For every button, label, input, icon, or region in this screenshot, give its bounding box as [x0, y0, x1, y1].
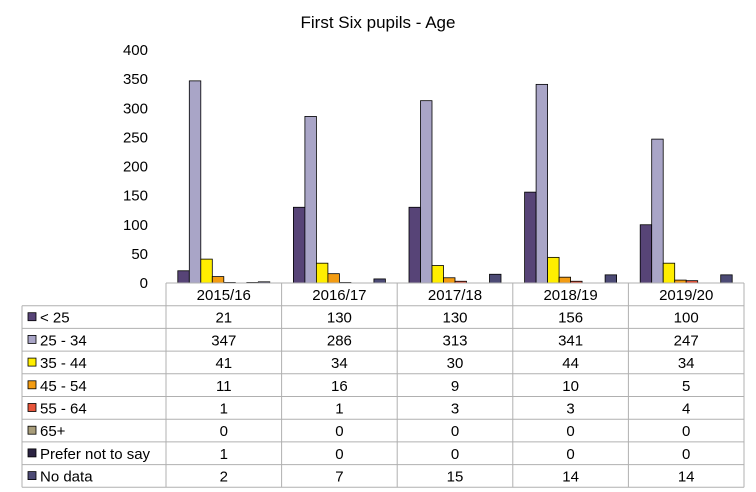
data-label: 0 — [682, 423, 690, 440]
y-tick-label: 150 — [123, 188, 148, 205]
bar — [177, 270, 190, 284]
y-tick-label: 400 — [123, 42, 148, 59]
data-label: 10 — [562, 378, 579, 395]
data-label: 1 — [220, 401, 228, 418]
bar — [304, 116, 317, 284]
bar — [662, 262, 676, 284]
bar — [535, 83, 548, 284]
y-tick-label: 200 — [123, 159, 148, 176]
data-label: 1 — [220, 446, 228, 463]
x-tick-label: 2018/19 — [543, 287, 597, 304]
bar — [200, 258, 213, 284]
data-label: 0 — [220, 423, 228, 440]
data-label: 0 — [566, 446, 574, 463]
data-label: 247 — [674, 332, 699, 349]
y-axis: 0 50 100 150 200 250 300 350 400 — [123, 42, 148, 292]
y-tick-label: 50 — [131, 246, 148, 263]
legend-label: 35 - 44 — [40, 355, 87, 372]
legend-swatch — [27, 312, 37, 322]
bar — [188, 80, 202, 284]
legend-swatch — [27, 425, 37, 435]
data-label: 11 — [216, 378, 232, 395]
bar — [524, 191, 537, 284]
chart-title: First Six pupils - Age — [301, 13, 456, 32]
legend-label: 45 - 54 — [40, 378, 87, 395]
y-tick-label: 350 — [123, 71, 148, 88]
bar — [547, 256, 560, 284]
bar — [431, 265, 444, 284]
data-label: 7 — [335, 469, 343, 486]
data-label: 0 — [682, 446, 690, 463]
bar — [315, 262, 329, 284]
data-label: 4 — [682, 401, 690, 418]
data-label: 41 — [215, 355, 232, 372]
legend-swatch — [27, 448, 37, 458]
data-label: 347 — [211, 332, 236, 349]
data-label: 15 — [447, 469, 464, 486]
data-label: 0 — [451, 446, 459, 463]
data-label: 44 — [562, 355, 579, 372]
bar — [639, 224, 653, 284]
data-label: 341 — [558, 332, 583, 349]
bar — [720, 274, 733, 284]
data-label: 0 — [451, 423, 459, 440]
legend-label: 55 - 64 — [40, 401, 87, 418]
data-label: 16 — [331, 378, 348, 395]
bar — [327, 273, 340, 284]
data-label: 286 — [327, 332, 352, 349]
legend-swatch — [27, 403, 37, 412]
legend-label: No data — [40, 469, 93, 486]
bar — [373, 278, 386, 284]
x-tick-label: 2015/16 — [197, 287, 251, 304]
data-table: 2015/16 2016/17 2017/18 2018/19 2019/20 < 25 2… — [21, 282, 745, 488]
bar — [443, 277, 456, 284]
data-label: 5 — [682, 378, 690, 395]
legend-label: < 25 — [40, 310, 70, 327]
bar — [489, 273, 502, 284]
bar — [558, 276, 571, 284]
data-label: 0 — [335, 446, 343, 463]
legend-swatch — [27, 334, 37, 344]
legend-swatch — [27, 380, 37, 390]
y-tick-label: 100 — [123, 217, 148, 234]
legend-label: Prefer not to say — [40, 446, 151, 463]
data-label: 100 — [674, 310, 699, 327]
data-label: 14 — [562, 469, 579, 486]
data-label: 2 — [220, 469, 228, 486]
bar — [604, 274, 617, 284]
legend-label: 25 - 34 — [40, 332, 87, 349]
data-label: 3 — [566, 401, 574, 418]
data-label: 130 — [327, 310, 352, 327]
data-label: 313 — [442, 332, 467, 349]
data-label: 3 — [451, 401, 459, 418]
y-tick-label: 250 — [123, 129, 148, 146]
bar — [292, 206, 306, 284]
data-label: 34 — [331, 355, 348, 372]
legend-swatch — [27, 471, 37, 481]
data-label: 14 — [678, 469, 695, 486]
data-label: 156 — [558, 310, 583, 327]
y-tick-label: 300 — [123, 100, 148, 117]
data-label: 21 — [215, 310, 232, 327]
data-label: 34 — [678, 355, 695, 372]
y-tick-label: 0 — [140, 275, 148, 292]
legend-label: 65+ — [40, 423, 66, 440]
data-label: 30 — [447, 355, 464, 372]
x-tick-label: 2016/17 — [312, 287, 366, 304]
bar — [420, 100, 433, 284]
data-label: 130 — [442, 310, 467, 327]
data-label: 9 — [451, 378, 459, 395]
bar — [651, 138, 664, 284]
data-label: 1 — [335, 401, 343, 418]
bars — [177, 80, 733, 284]
legend-swatch — [27, 357, 37, 367]
x-tick-label: 2017/18 — [428, 287, 482, 304]
data-label: 0 — [335, 423, 343, 440]
bar — [211, 276, 225, 284]
bar — [408, 206, 421, 284]
data-label: 0 — [566, 423, 574, 440]
x-tick-label: 2019/20 — [659, 287, 713, 304]
